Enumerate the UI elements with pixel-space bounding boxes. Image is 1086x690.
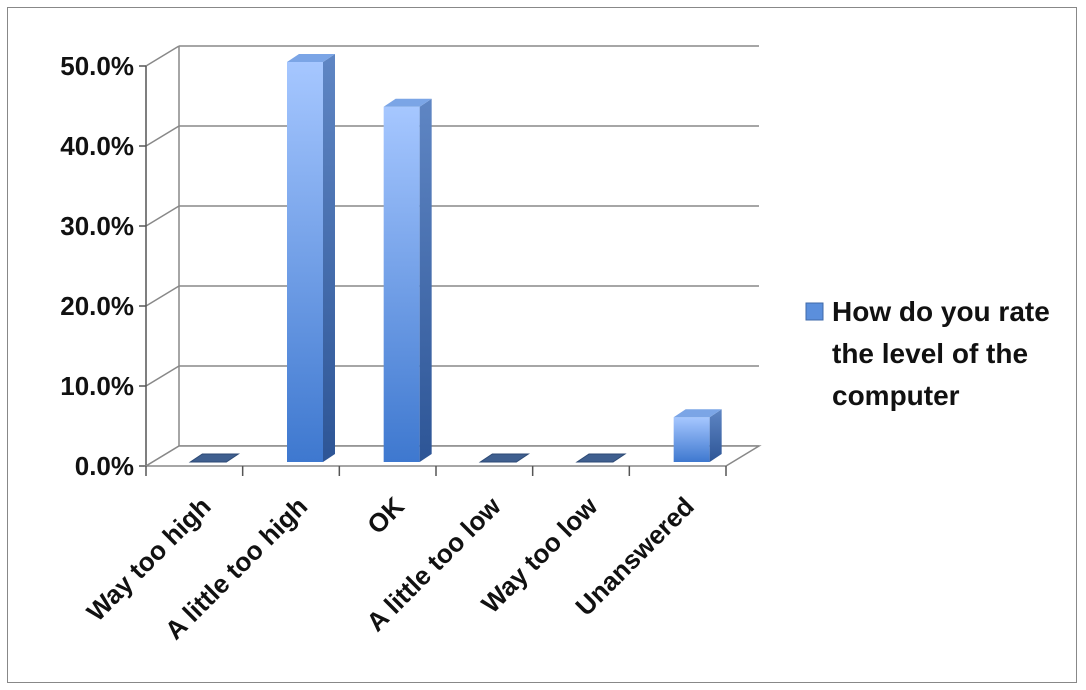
bar-side xyxy=(709,409,722,462)
y-tick-label: 50.0% xyxy=(60,51,134,81)
bar xyxy=(383,98,432,463)
bar-top xyxy=(383,98,432,107)
bar-front xyxy=(383,106,420,463)
gridline-diagonal xyxy=(145,365,180,387)
y-tick-label: 20.0% xyxy=(60,291,134,321)
legend-swatch xyxy=(805,302,824,321)
bar-top xyxy=(287,54,335,62)
y-tick-label: 0.0% xyxy=(75,451,134,481)
floor xyxy=(143,445,762,467)
legend: How do you rate the level of the compute… xyxy=(805,296,1050,411)
chart-frame xyxy=(7,7,1077,683)
axes xyxy=(139,46,762,476)
bar xyxy=(188,453,240,463)
bar-top xyxy=(575,453,627,463)
bars xyxy=(188,54,722,463)
gridline-diagonal xyxy=(145,205,180,227)
y-tick-label: 30.0% xyxy=(60,211,134,241)
bar xyxy=(287,54,335,462)
y-tick-label: 40.0% xyxy=(60,131,134,161)
bar xyxy=(478,453,530,463)
gridline-diagonal xyxy=(145,45,180,67)
legend-line: computer xyxy=(832,380,960,411)
bar-top xyxy=(673,409,722,418)
y-tick-label: 10.0% xyxy=(60,371,134,401)
x-tick-label: OK xyxy=(361,491,410,540)
bar-side xyxy=(419,98,432,463)
bar-side xyxy=(323,54,335,462)
gridlines xyxy=(145,45,759,467)
bar-front xyxy=(287,62,323,462)
bar xyxy=(575,453,627,463)
bar xyxy=(673,409,722,462)
bar-top xyxy=(478,453,530,463)
bar-top xyxy=(188,453,240,463)
legend-line: the level of the xyxy=(832,338,1028,369)
bar-front xyxy=(673,417,710,462)
gridline-diagonal xyxy=(145,125,180,147)
gridline-diagonal xyxy=(145,285,180,307)
legend-line: How do you rate xyxy=(832,296,1050,327)
